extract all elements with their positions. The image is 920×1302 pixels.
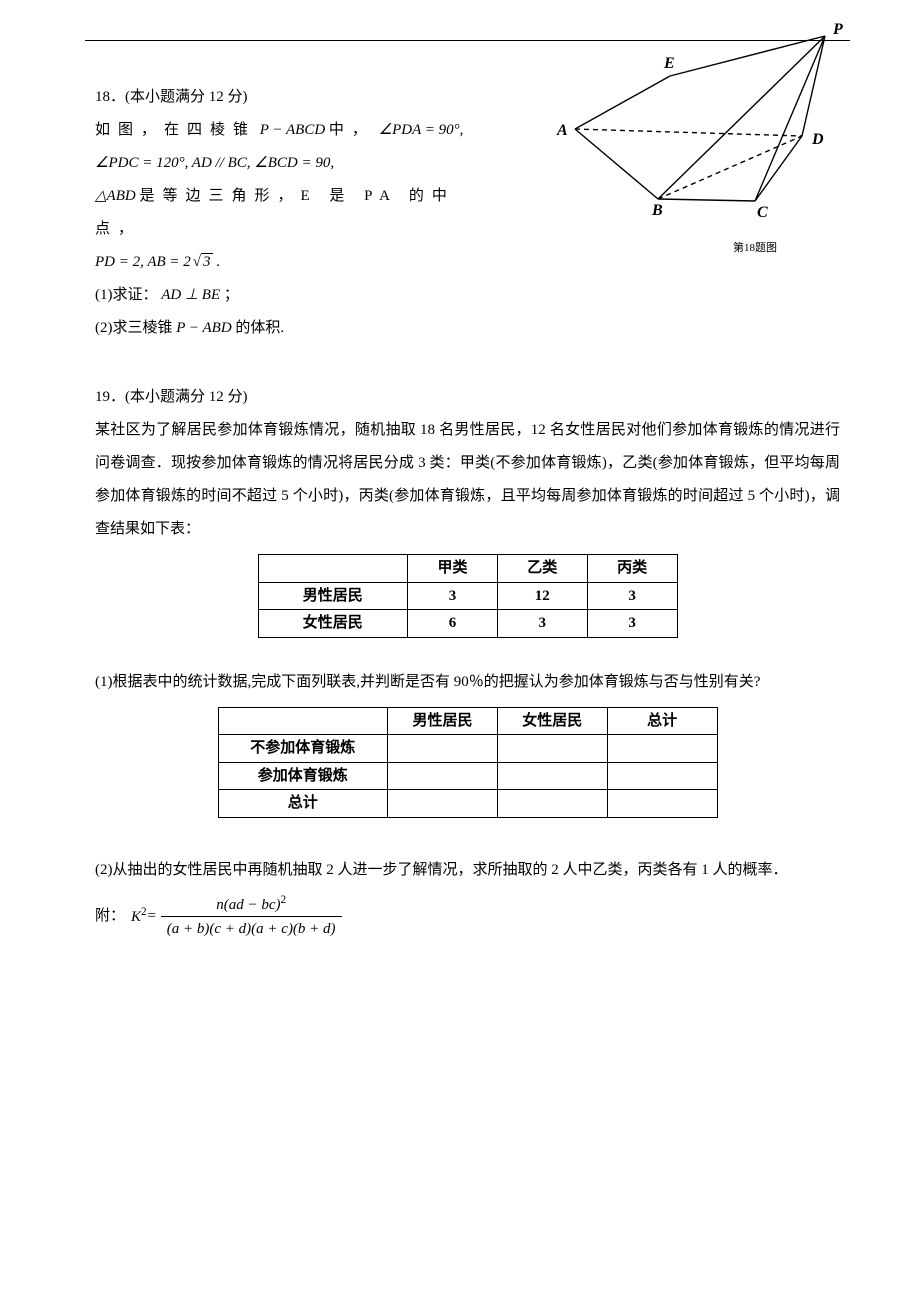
survey-cell: 6: [408, 610, 498, 638]
q18-sqrt-val: 3: [201, 253, 213, 270]
q19-part1: (1)根据表中的统计数据,完成下面列联表,并判断是否有 90％的把握认为参加体育…: [95, 666, 840, 699]
formula-num-exp: 2: [280, 894, 286, 906]
formula-label: 附：: [95, 900, 125, 933]
k2-formula: 附： K 2 = n(ad − bc)2 (a + b)(c + d)(a + c…: [95, 893, 840, 941]
contingency-cell: [607, 790, 717, 818]
survey-header-cell: 丙类: [587, 555, 677, 583]
q18-line1-math: P − ABCD: [260, 122, 325, 138]
contingency-cell: [388, 735, 498, 763]
contingency-cell: [497, 790, 607, 818]
q19-body1: 某社区为了解居民参加体育锻炼情况，随机抽取 18 名男性居民，12 名女性居民对…: [95, 414, 840, 546]
survey-cell: 女性居民: [258, 610, 408, 638]
contingency-cell: [497, 762, 607, 790]
formula-lhs-var: K: [131, 909, 141, 925]
q18-heading: 18．(本小题满分 12 分): [95, 81, 495, 114]
q18-part1-post: ；: [224, 287, 239, 303]
formula-num: n(ad − bc)2: [161, 893, 342, 917]
svg-text:D: D: [811, 131, 824, 148]
contingency-header-cell: 男性居民: [388, 707, 498, 735]
q18-line1-pre: 如图，在四棱锥: [95, 122, 256, 138]
svg-text:E: E: [663, 55, 675, 72]
contingency-header-cell: 女性居民: [497, 707, 607, 735]
question-19: 19．(本小题满分 12 分) 某社区为了解居民参加体育锻炼情况，随机抽取 18…: [95, 381, 840, 941]
formula-den: (a + b)(c + d)(a + c)(b + d): [161, 917, 342, 941]
survey-cell: 3: [497, 610, 587, 638]
survey-header-cell: [258, 555, 408, 583]
q18-part1: (1)求证： AD ⊥ BE ；: [95, 279, 840, 312]
survey-header-cell: 乙类: [497, 555, 587, 583]
q18-line1: 如图，在四棱锥 P − ABCD 中， ∠PDA = 90°,: [95, 114, 495, 147]
q18-line3-pre: △ABD: [95, 188, 136, 204]
survey-cell: 12: [497, 582, 587, 610]
q18-part1-math: AD ⊥ BE: [161, 287, 220, 303]
survey-cell: 男性居民: [258, 582, 408, 610]
q18-part2: (2)求三棱锥 P − ABD 的体积.: [95, 312, 840, 345]
contingency-row-label: 总计: [218, 790, 388, 818]
contingency-row-label: 不参加体育锻炼: [218, 735, 388, 763]
contingency-cell: [388, 762, 498, 790]
survey-cell: 3: [587, 582, 677, 610]
q18-part2-post: 的体积.: [235, 320, 284, 336]
svg-text:C: C: [757, 204, 768, 221]
q18-line4-post: .: [213, 254, 221, 270]
svg-text:B: B: [651, 202, 663, 219]
contingency-cell: [497, 735, 607, 763]
q18-line3: △ABD 是等边三角形，E 是 PA 的中点，: [95, 180, 495, 246]
formula-num-base: n(ad − bc): [216, 897, 280, 913]
survey-table: 甲类乙类丙类男性居民3123女性居民633: [258, 554, 678, 638]
formula-eq: =: [147, 900, 157, 933]
q19-heading: 19．(本小题满分 12 分): [95, 381, 840, 414]
svg-text:A: A: [556, 122, 568, 139]
q18-line1-post: 中，: [329, 122, 375, 138]
question-18: PEADBC 第18题图 18．(本小题满分 12 分) 如图，在四棱锥 P −…: [95, 81, 840, 345]
q19-part2: (2)从抽出的女性居民中再随机抽取 2 人进一步了解情况，求所抽取的 2 人中乙…: [95, 854, 840, 887]
contingency-table: 男性居民女性居民总计不参加体育锻炼参加体育锻炼总计: [218, 707, 718, 818]
contingency-cell: [607, 762, 717, 790]
survey-cell: 3: [587, 610, 677, 638]
q18-line3-mid: 是等边三角形，E 是 PA 的中点，: [95, 188, 455, 237]
contingency-row-label: 参加体育锻炼: [218, 762, 388, 790]
q18-part2-pre: (2)求三棱锥: [95, 320, 173, 336]
survey-cell: 3: [408, 582, 498, 610]
q18-part2-math: P − ABD: [176, 320, 231, 336]
contingency-cell: [607, 735, 717, 763]
contingency-header-cell: [218, 707, 388, 735]
contingency-cell: [388, 790, 498, 818]
survey-header-cell: 甲类: [408, 555, 498, 583]
figure-18-diagram: PEADBC 第18题图: [540, 21, 860, 241]
q18-part1-pre: (1)求证：: [95, 287, 158, 303]
contingency-header-cell: 总计: [607, 707, 717, 735]
q18-line4-a: PD = 2, AB = 2: [95, 254, 191, 270]
q18-ang-pda: ∠PDA = 90°,: [379, 122, 464, 138]
svg-text:P: P: [832, 21, 843, 38]
q18-line4: PD = 2, AB = 2 3 .: [95, 246, 495, 279]
q18-line2: ∠PDC = 120°, AD // BC, ∠BCD = 90,: [95, 147, 495, 180]
